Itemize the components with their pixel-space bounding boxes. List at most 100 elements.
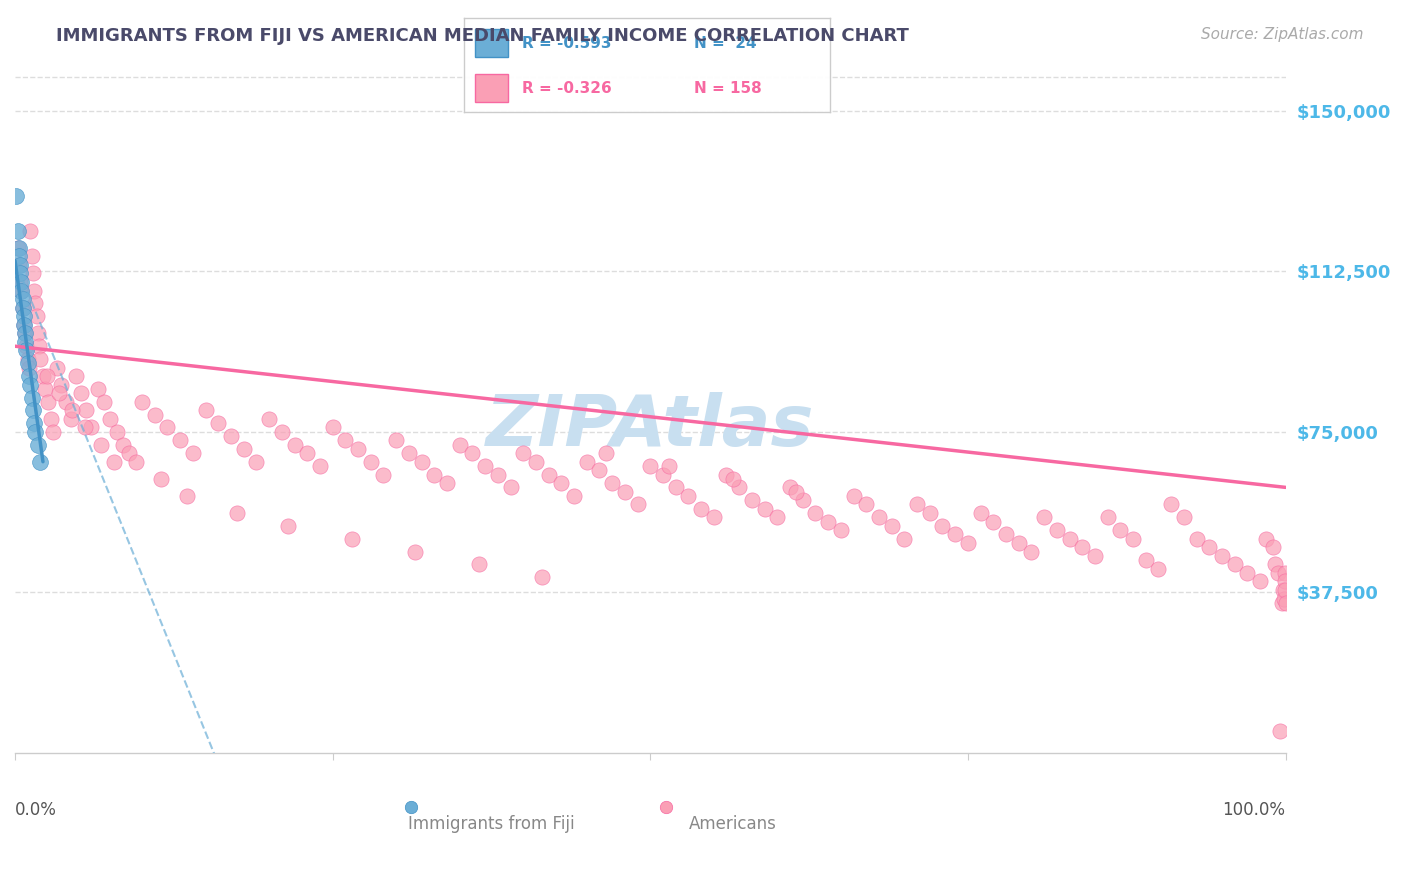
Point [721,472,744,486]
Text: IMMIGRANTS FROM FIJI VS AMERICAN MEDIAN FAMILY INCOME CORRELATION CHART: IMMIGRANTS FROM FIJI VS AMERICAN MEDIAN … [56,27,910,45]
Point [143,408,166,422]
Point [245,455,267,469]
Point [15,343,38,358]
Point [995,527,1018,541]
Point [226,506,249,520]
Point [804,506,827,520]
Point [8,258,31,272]
Point [283,437,305,451]
Point [1135,553,1157,567]
Point [943,527,966,541]
Point [20,391,42,405]
Point [35,369,58,384]
Point [156,420,179,434]
Point [1084,549,1107,563]
Point [1021,544,1043,558]
Point [1173,510,1195,524]
Point [868,510,890,524]
Point [1147,561,1170,575]
Point [13,310,35,324]
Point [27,437,49,451]
Point [1271,582,1294,597]
Point [270,425,292,439]
Point [20,249,42,263]
Point [423,467,446,482]
Point [398,446,420,460]
Point [678,489,700,503]
Point [22,284,45,298]
Point [17,352,39,367]
Point [10,284,32,298]
Text: N =  24: N = 24 [695,36,756,51]
Point [830,523,852,537]
Point [21,267,44,281]
Point [11,301,34,315]
Text: Americans: Americans [689,815,776,833]
Point [1109,523,1132,537]
Point [86,382,108,396]
Point [17,356,39,370]
Point [20,224,42,238]
Point [219,429,242,443]
Point [14,334,37,349]
Point [728,480,751,494]
Point [181,446,204,460]
Point [32,369,55,384]
Point [467,558,489,572]
Point [1256,532,1278,546]
Point [474,458,496,473]
Point [24,296,46,310]
Point [1274,574,1296,589]
Point [118,446,141,460]
Point [111,437,134,451]
Point [1267,566,1289,580]
Point [207,416,229,430]
Point [55,394,77,409]
Point [90,437,112,451]
Text: Immigrants from Fiji: Immigrants from Fiji [408,815,575,833]
Point [817,515,839,529]
Point [297,446,319,460]
Point [792,493,814,508]
Point [981,515,1004,529]
Point [626,498,648,512]
Point [1071,541,1094,555]
Point [131,394,153,409]
FancyBboxPatch shape [475,74,508,103]
Point [1274,596,1296,610]
Point [855,498,877,512]
Point [588,463,610,477]
Text: 0.0%: 0.0% [15,801,56,819]
Point [10,275,32,289]
Point [75,403,97,417]
Point [1272,591,1295,606]
Text: R = -0.326: R = -0.326 [523,80,612,95]
Point [575,455,598,469]
Point [766,510,789,524]
Point [1122,532,1144,546]
Point [1249,574,1271,589]
Point [103,455,125,469]
Point [595,446,617,460]
Point [14,326,37,341]
Point [6,189,28,203]
Point [931,519,953,533]
Point [1198,541,1220,555]
Text: ZIPAtlas: ZIPAtlas [486,392,814,461]
Point [7,258,30,272]
Point [537,467,560,482]
Point [449,437,471,451]
Point [658,458,681,473]
Point [10,284,32,298]
Point [969,506,991,520]
Point [25,310,48,324]
Point [703,510,725,524]
Point [18,360,41,375]
Point [80,420,103,434]
Point [785,484,807,499]
Point [30,352,52,367]
Point [613,484,636,499]
Point [360,455,382,469]
Point [176,489,198,503]
Point [1261,541,1284,555]
